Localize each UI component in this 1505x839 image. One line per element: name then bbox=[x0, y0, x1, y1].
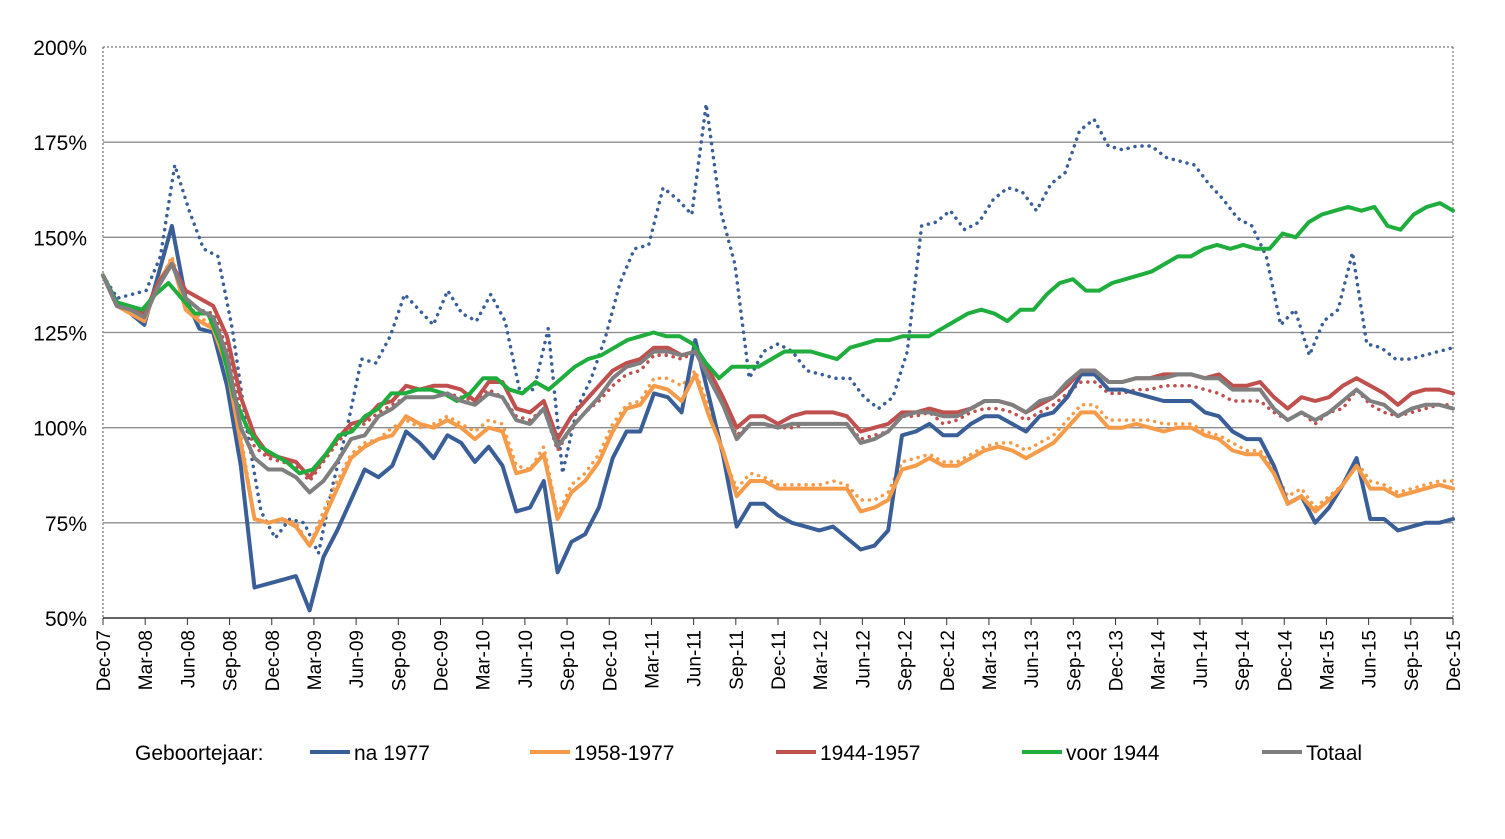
y-axis-ticks: 50% 75% 100% 125% 150% 175% 200% bbox=[33, 37, 87, 631]
y-tick-label: 100% bbox=[33, 418, 87, 441]
x-tick-label: Sep-14 bbox=[1233, 630, 1254, 692]
x-tick-label: Dec-10 bbox=[600, 630, 621, 691]
legend-label: voor 1944 bbox=[1066, 742, 1160, 765]
series-line-na-1977 bbox=[101, 223, 1455, 613]
x-tick-label: Sep-12 bbox=[896, 630, 917, 691]
x-tick-label: Jun-11 bbox=[685, 630, 706, 687]
x-tick-label: Dec-11 bbox=[769, 630, 790, 690]
x-tick-label: Mar-10 bbox=[474, 630, 495, 690]
x-tick-label: Mar-15 bbox=[1317, 630, 1338, 690]
series-line-1944-1957 bbox=[101, 262, 1455, 480]
legend-label: 1944-1957 bbox=[820, 742, 920, 765]
x-tick-label: Dec-08 bbox=[263, 630, 284, 691]
x-tick-label: Jun-08 bbox=[178, 630, 199, 688]
x-tick-label: Mar-08 bbox=[136, 630, 157, 690]
x-axis-ticks: Dec-07 Mar-08 Jun-08 Sep-08 Dec-08 Mar-09 Jun-… bbox=[94, 618, 1465, 691]
series-line-voor-1944 bbox=[101, 201, 1455, 476]
x-tick-label: Dec-15 bbox=[1444, 630, 1465, 691]
x-tick-label: Sep-11 bbox=[727, 630, 748, 690]
x-tick-label: Sep-13 bbox=[1064, 630, 1085, 691]
y-tick-label: 175% bbox=[33, 132, 87, 155]
x-tick-label: Sep-10 bbox=[558, 630, 579, 691]
series-line-1958-1977 bbox=[101, 258, 1455, 548]
y-tick-label: 150% bbox=[33, 227, 87, 250]
x-tick-label: Dec-14 bbox=[1275, 630, 1296, 692]
y-tick-label: 200% bbox=[33, 37, 87, 60]
legend-label: 1958-1977 bbox=[574, 742, 674, 765]
series-line-totaal bbox=[101, 262, 1455, 495]
series-line-dotted-na-1977 bbox=[101, 102, 1455, 556]
x-tick-label: Jun-09 bbox=[347, 630, 368, 688]
x-tick-label: Sep-08 bbox=[221, 630, 242, 691]
y-tick-label: 125% bbox=[33, 323, 87, 346]
x-tick-label: Dec-12 bbox=[938, 630, 959, 691]
y-tick-label: 50% bbox=[45, 608, 87, 631]
x-tick-label: Sep-09 bbox=[389, 630, 410, 691]
x-tick-label: Mar-09 bbox=[305, 630, 326, 690]
x-tick-label: Jun-14 bbox=[1191, 630, 1212, 689]
series-line-dotted-1944-1957 bbox=[101, 262, 1455, 483]
legend-label: Totaal bbox=[1306, 742, 1362, 765]
x-tick-label: Mar-13 bbox=[980, 630, 1001, 690]
x-tick-label: Dec-07 bbox=[94, 630, 115, 691]
legend: Geboortejaar: na 1977 1958-1977 1944-1957 vo… bbox=[135, 742, 1362, 765]
series-line-dotted-1958-1977 bbox=[101, 254, 1455, 548]
x-tick-label: Mar-11 bbox=[642, 630, 663, 689]
x-tick-label: Jun-15 bbox=[1360, 630, 1381, 688]
x-tick-label: Mar-14 bbox=[1149, 630, 1170, 691]
legend-title: Geboortejaar: bbox=[135, 742, 263, 765]
x-tick-label: Sep-15 bbox=[1402, 630, 1423, 691]
x-tick-label: Mar-12 bbox=[811, 630, 832, 690]
x-tick-label: Dec-13 bbox=[1107, 630, 1128, 691]
x-tick-label: Jun-10 bbox=[516, 630, 537, 688]
gridlines bbox=[102, 46, 1454, 619]
x-tick-label: Jun-12 bbox=[853, 630, 874, 688]
y-tick-label: 75% bbox=[45, 513, 87, 536]
x-tick-label: Jun-13 bbox=[1022, 630, 1043, 688]
x-tick-label: Dec-09 bbox=[432, 630, 453, 691]
series-lines bbox=[101, 102, 1455, 613]
legend-label: na 1977 bbox=[354, 742, 430, 765]
